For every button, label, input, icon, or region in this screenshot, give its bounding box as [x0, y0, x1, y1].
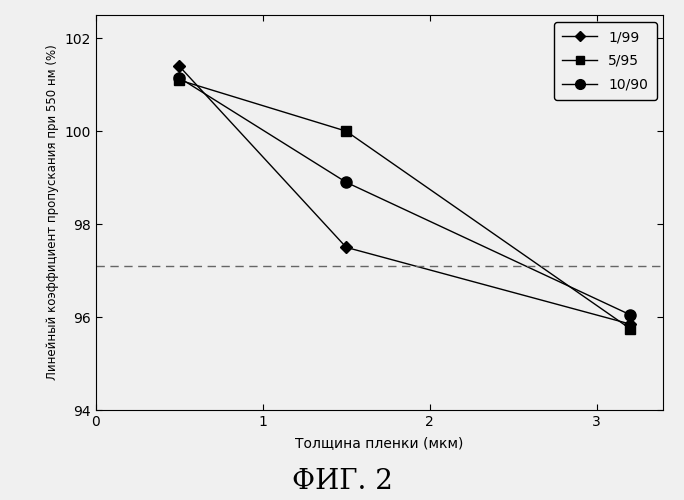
Text: ФИГ. 2: ФИГ. 2: [291, 468, 393, 495]
Legend: 1/99, 5/95, 10/90: 1/99, 5/95, 10/90: [554, 22, 657, 100]
X-axis label: Толщина пленки (мкм): Толщина пленки (мкм): [295, 436, 464, 450]
Y-axis label: Линейный коэффициент пропускания при 550 нм (%): Линейный коэффициент пропускания при 550…: [46, 44, 59, 380]
